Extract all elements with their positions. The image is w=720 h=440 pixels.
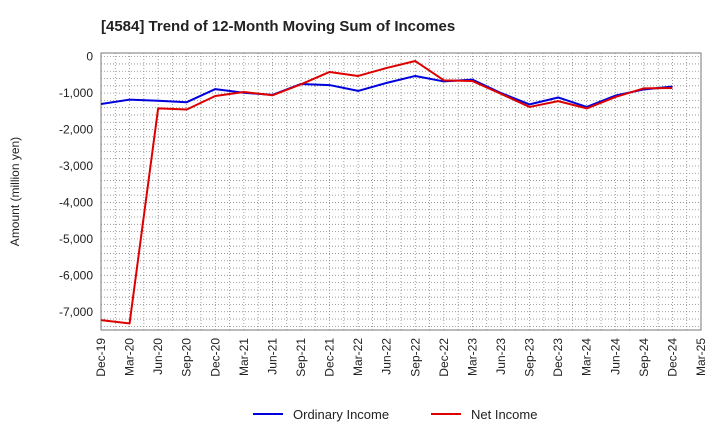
legend: Ordinary Income Net Income [253,407,537,422]
x-tick-label: Mar-21 [237,338,251,376]
y-tick-label: -7,000 [59,305,93,319]
x-tick-label: Sep-21 [294,338,308,377]
x-axis-ticks: Dec-19 Mar-20 Jun-20 Sep-20 Dec-20 Mar-21 Jun-… [94,338,708,377]
y-tick-label: -6,000 [59,268,93,282]
x-tick-label: Dec-20 [208,338,222,377]
series-line-net-income [100,60,673,325]
series-line-ordinary-income [100,74,673,108]
y-axis-ticks: 0 -1,000 -2,000 -3,000 -4,000 -5,000 -6,000 -7,… [59,50,93,319]
x-tick-label: Sep-22 [408,338,422,377]
x-tick-label: Dec-22 [437,338,451,377]
grid [101,53,701,330]
x-tick-label: Jun-20 [151,338,165,375]
x-tick-label: Mar-25 [694,338,708,376]
series-layer [100,60,673,325]
x-tick-label: Sep-23 [523,338,537,377]
y-tick-label: -1,000 [59,86,93,100]
x-tick-label: Mar-24 [580,338,594,376]
y-tick-label: -3,000 [59,159,93,173]
x-tick-label: Mar-22 [351,338,365,376]
x-tick-label: Dec-19 [94,338,108,377]
y-tick-label: -5,000 [59,232,93,246]
x-tick-label: Mar-20 [123,338,137,376]
y-tick-label: 0 [86,50,93,64]
y-tick-label: -2,000 [59,123,93,137]
x-tick-label: Jun-22 [380,338,394,375]
x-tick-label: Jun-23 [494,338,508,375]
x-tick-label: Jun-21 [265,338,279,375]
x-tick-label: Dec-23 [551,338,565,377]
x-tick-label: Sep-24 [637,338,651,377]
x-tick-label: Dec-24 [665,338,679,377]
x-tick-label: Dec-21 [323,338,337,377]
y-tick-label: -4,000 [59,195,93,209]
x-tick-label: Mar-23 [465,338,479,376]
legend-label: Net Income [471,407,537,422]
legend-label: Ordinary Income [293,407,389,422]
y-axis-label: Amount (million yen) [8,137,22,246]
chart-title: [4584] Trend of 12-Month Moving Sum of I… [101,18,455,35]
x-tick-label: Sep-20 [180,338,194,377]
x-tick-label: Jun-24 [608,338,622,375]
